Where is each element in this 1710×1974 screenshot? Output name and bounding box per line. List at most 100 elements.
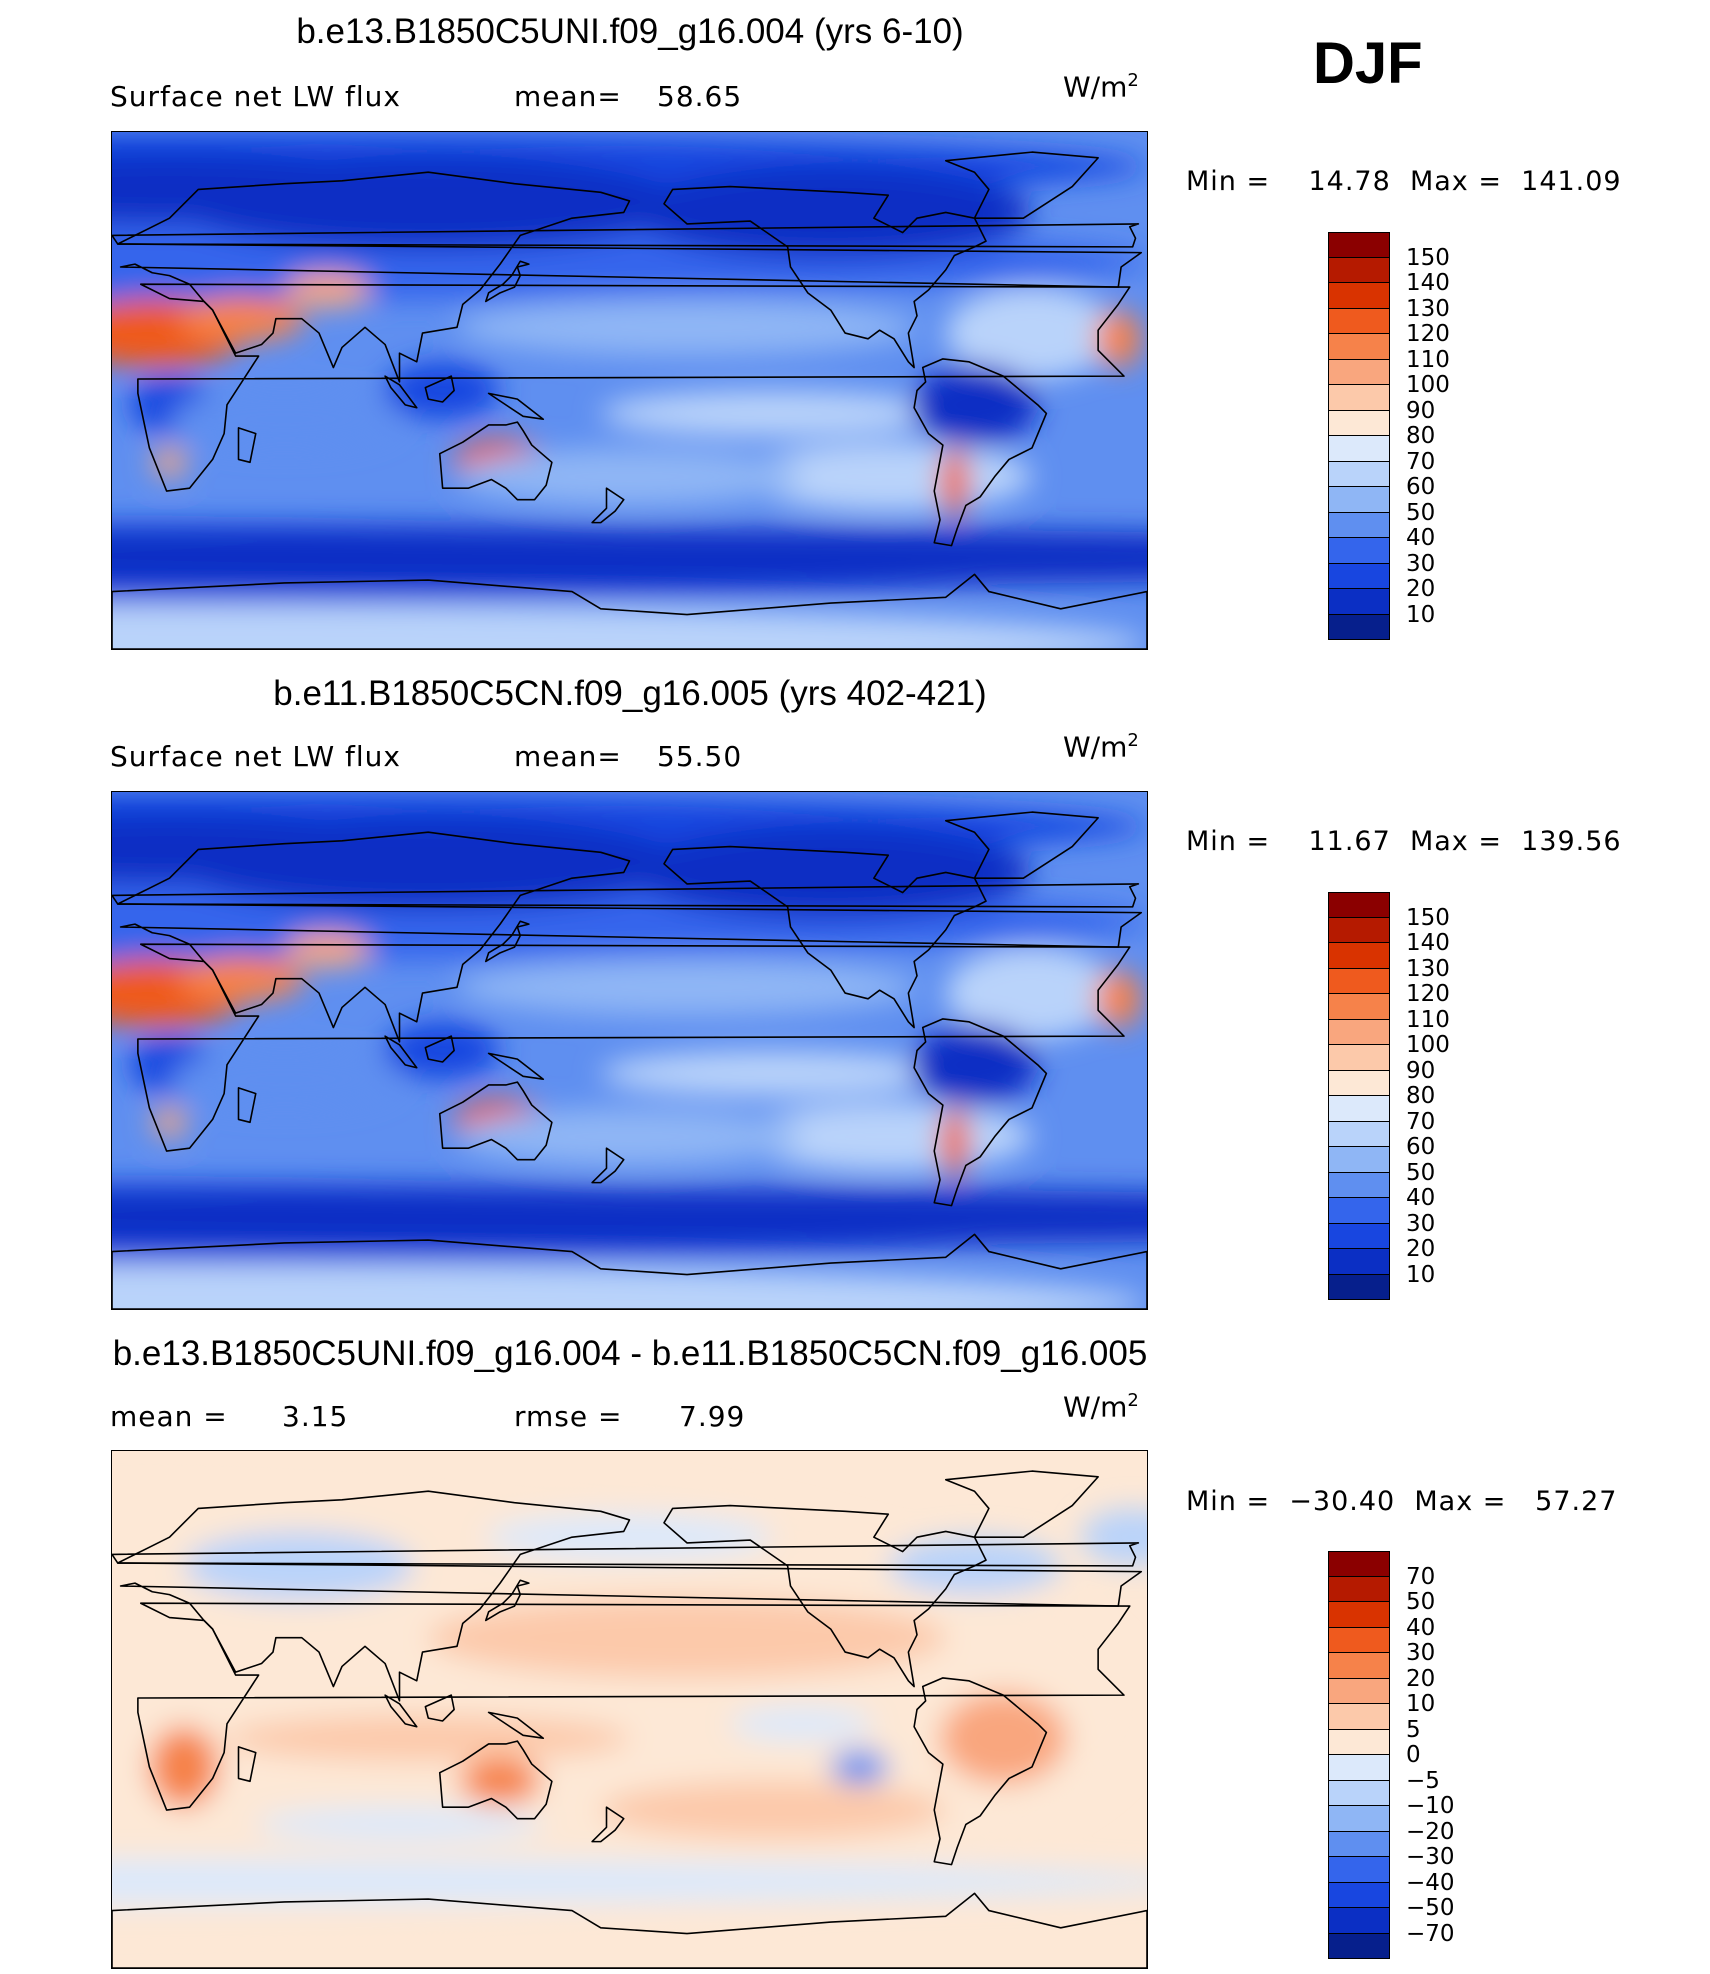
- panel1-mean-label: mean=: [514, 80, 622, 113]
- coastline-sumatra: [384, 1694, 418, 1728]
- colorbar-tick-label: −30: [1406, 1844, 1455, 1870]
- field-contour: [730, 1706, 874, 1742]
- colorbar-swatch: [1328, 1678, 1390, 1704]
- field-contour: [183, 1531, 414, 1601]
- colorbar-tick-label: 40: [1406, 1185, 1436, 1211]
- colorbar-tick-label: 30: [1406, 1640, 1436, 1666]
- colorbar-tick-label: 90: [1406, 1057, 1436, 1084]
- colorbar-swatch: [1328, 1223, 1390, 1249]
- colorbar-tick-label: 10: [1406, 1261, 1436, 1288]
- panel3-rmse-label: rmse =: [514, 1400, 623, 1433]
- colorbar-tick-label: 90: [1406, 397, 1436, 424]
- coastline-madagascar: [237, 1087, 257, 1124]
- coastline-newguinea: [487, 392, 545, 421]
- colorbar-tick-label: 60: [1406, 474, 1436, 500]
- colorbar-swatch: [1328, 1933, 1390, 1959]
- field-contour: [911, 1024, 1038, 1106]
- coastline-antarctica: [112, 1892, 1147, 1968]
- panel2-mean-label: mean=: [514, 740, 622, 773]
- coastline-samerica: [913, 1018, 1048, 1207]
- field-contour: [284, 272, 371, 308]
- panel2-mean-value: 55.50: [657, 740, 743, 773]
- colorbar-swatch: [1328, 1019, 1390, 1045]
- colorbar-swatch: [1328, 589, 1390, 615]
- panel2-max-label: Max =: [1409, 826, 1502, 857]
- colorbar-tick-label: −20: [1406, 1818, 1455, 1845]
- field-contour: [945, 947, 1119, 1040]
- colorbar-tick-label: 70: [1406, 1563, 1436, 1590]
- panel1-min-value: 14.78: [1308, 166, 1391, 197]
- colorbar-tick-label: 10: [1406, 601, 1436, 628]
- coastline-borneo: [424, 1035, 455, 1063]
- colorbar-swatch: [1328, 410, 1390, 436]
- field-contour: [940, 447, 969, 517]
- field-contour: [457, 447, 803, 506]
- colorbar-swatch: [1328, 1045, 1390, 1071]
- coastline-uk: [112, 883, 1140, 908]
- panel2-title: b.e11.B1850C5CN.f09_g16.005 (yrs 402-421…: [273, 674, 987, 713]
- field-contour: [149, 1726, 219, 1808]
- colorbar-swatch: [1328, 283, 1390, 309]
- colorbar-tick-label: 80: [1406, 1083, 1436, 1109]
- coastline-japan: [484, 1579, 530, 1622]
- panel1-title: b.e13.B1850C5UNI.f09_g16.004 (yrs 6-10): [296, 12, 964, 51]
- panel3-rmse-value: 7.99: [679, 1400, 746, 1433]
- colorbar-swatch: [1328, 1780, 1390, 1806]
- field-contour: [152, 1107, 187, 1137]
- field-contour: [385, 361, 501, 420]
- colorbar-swatch: [1328, 538, 1390, 564]
- colorbar-tick-label: 110: [1406, 346, 1450, 373]
- coastline-nz: [591, 487, 625, 524]
- coastline-africa: [137, 283, 1131, 492]
- panel3-min-label: Min =: [1186, 1486, 1271, 1517]
- coastline-madagascar: [237, 1746, 257, 1783]
- field-contour: [284, 932, 371, 968]
- field-contour: [1095, 310, 1142, 368]
- field-contour: [456, 958, 917, 1017]
- panel2-units: W/m2: [1063, 730, 1139, 764]
- colorbar-swatch: [1328, 1908, 1390, 1934]
- field-contour: [169, 157, 687, 250]
- panel1-min-label: Min =: [1186, 166, 1271, 197]
- colorbar-tick-label: −70: [1406, 1920, 1455, 1947]
- colorbar-swatch: [1328, 1806, 1390, 1832]
- coastline-borneo: [424, 1694, 455, 1722]
- colorbar-tick-label: −40: [1406, 1869, 1455, 1896]
- field-contour: [459, 1758, 541, 1805]
- field-contour: [629, 826, 1032, 919]
- colorbar-swatch: [1328, 1070, 1390, 1096]
- colorbar-swatch: [1328, 1857, 1390, 1883]
- colorbar-swatch: [1328, 232, 1390, 258]
- colorbar-swatch: [1328, 968, 1390, 994]
- colorbar-swatch: [1328, 943, 1390, 969]
- field-contour: [600, 1050, 946, 1097]
- field-contour: [940, 1107, 969, 1177]
- season-label: DJF: [1313, 31, 1423, 96]
- colorbar-tick-label: 120: [1406, 981, 1450, 1007]
- coastline-madagascar: [237, 427, 257, 464]
- colorbar-tick-label: 150: [1406, 244, 1450, 271]
- field-contour: [112, 1858, 1147, 1905]
- field-contour: [112, 1263, 1147, 1309]
- coastline-australia: [438, 421, 553, 501]
- panel2-map: [111, 791, 1148, 1310]
- coastline-eurasia: [116, 831, 1143, 1043]
- colorbar-swatch: [1328, 385, 1390, 411]
- panel2-minmax: Min = 11.67 Max = 139.56: [1186, 826, 1622, 857]
- colorbar-tick-label: 20: [1406, 1236, 1436, 1262]
- colorbar-swatch: [1328, 1172, 1390, 1198]
- colorbar-tick-label: 70: [1406, 448, 1436, 475]
- panel2-variable-label: Surface net LW flux: [110, 740, 401, 773]
- field-contour: [112, 603, 1147, 649]
- coastline-japan: [484, 920, 530, 963]
- colorbar-tick-label: 70: [1406, 1108, 1436, 1135]
- coastline-australia: [438, 1081, 553, 1161]
- colorbar-tick-label: −50: [1406, 1895, 1455, 1921]
- field-contour: [1080, 1508, 1147, 1566]
- coastline-newguinea: [487, 1052, 545, 1081]
- coastline-africa: [137, 1602, 1131, 1811]
- field-contour: [169, 390, 400, 448]
- field-contour: [457, 1107, 803, 1166]
- colorbar-swatch: [1328, 1121, 1390, 1147]
- colorbar-swatch: [1328, 994, 1390, 1020]
